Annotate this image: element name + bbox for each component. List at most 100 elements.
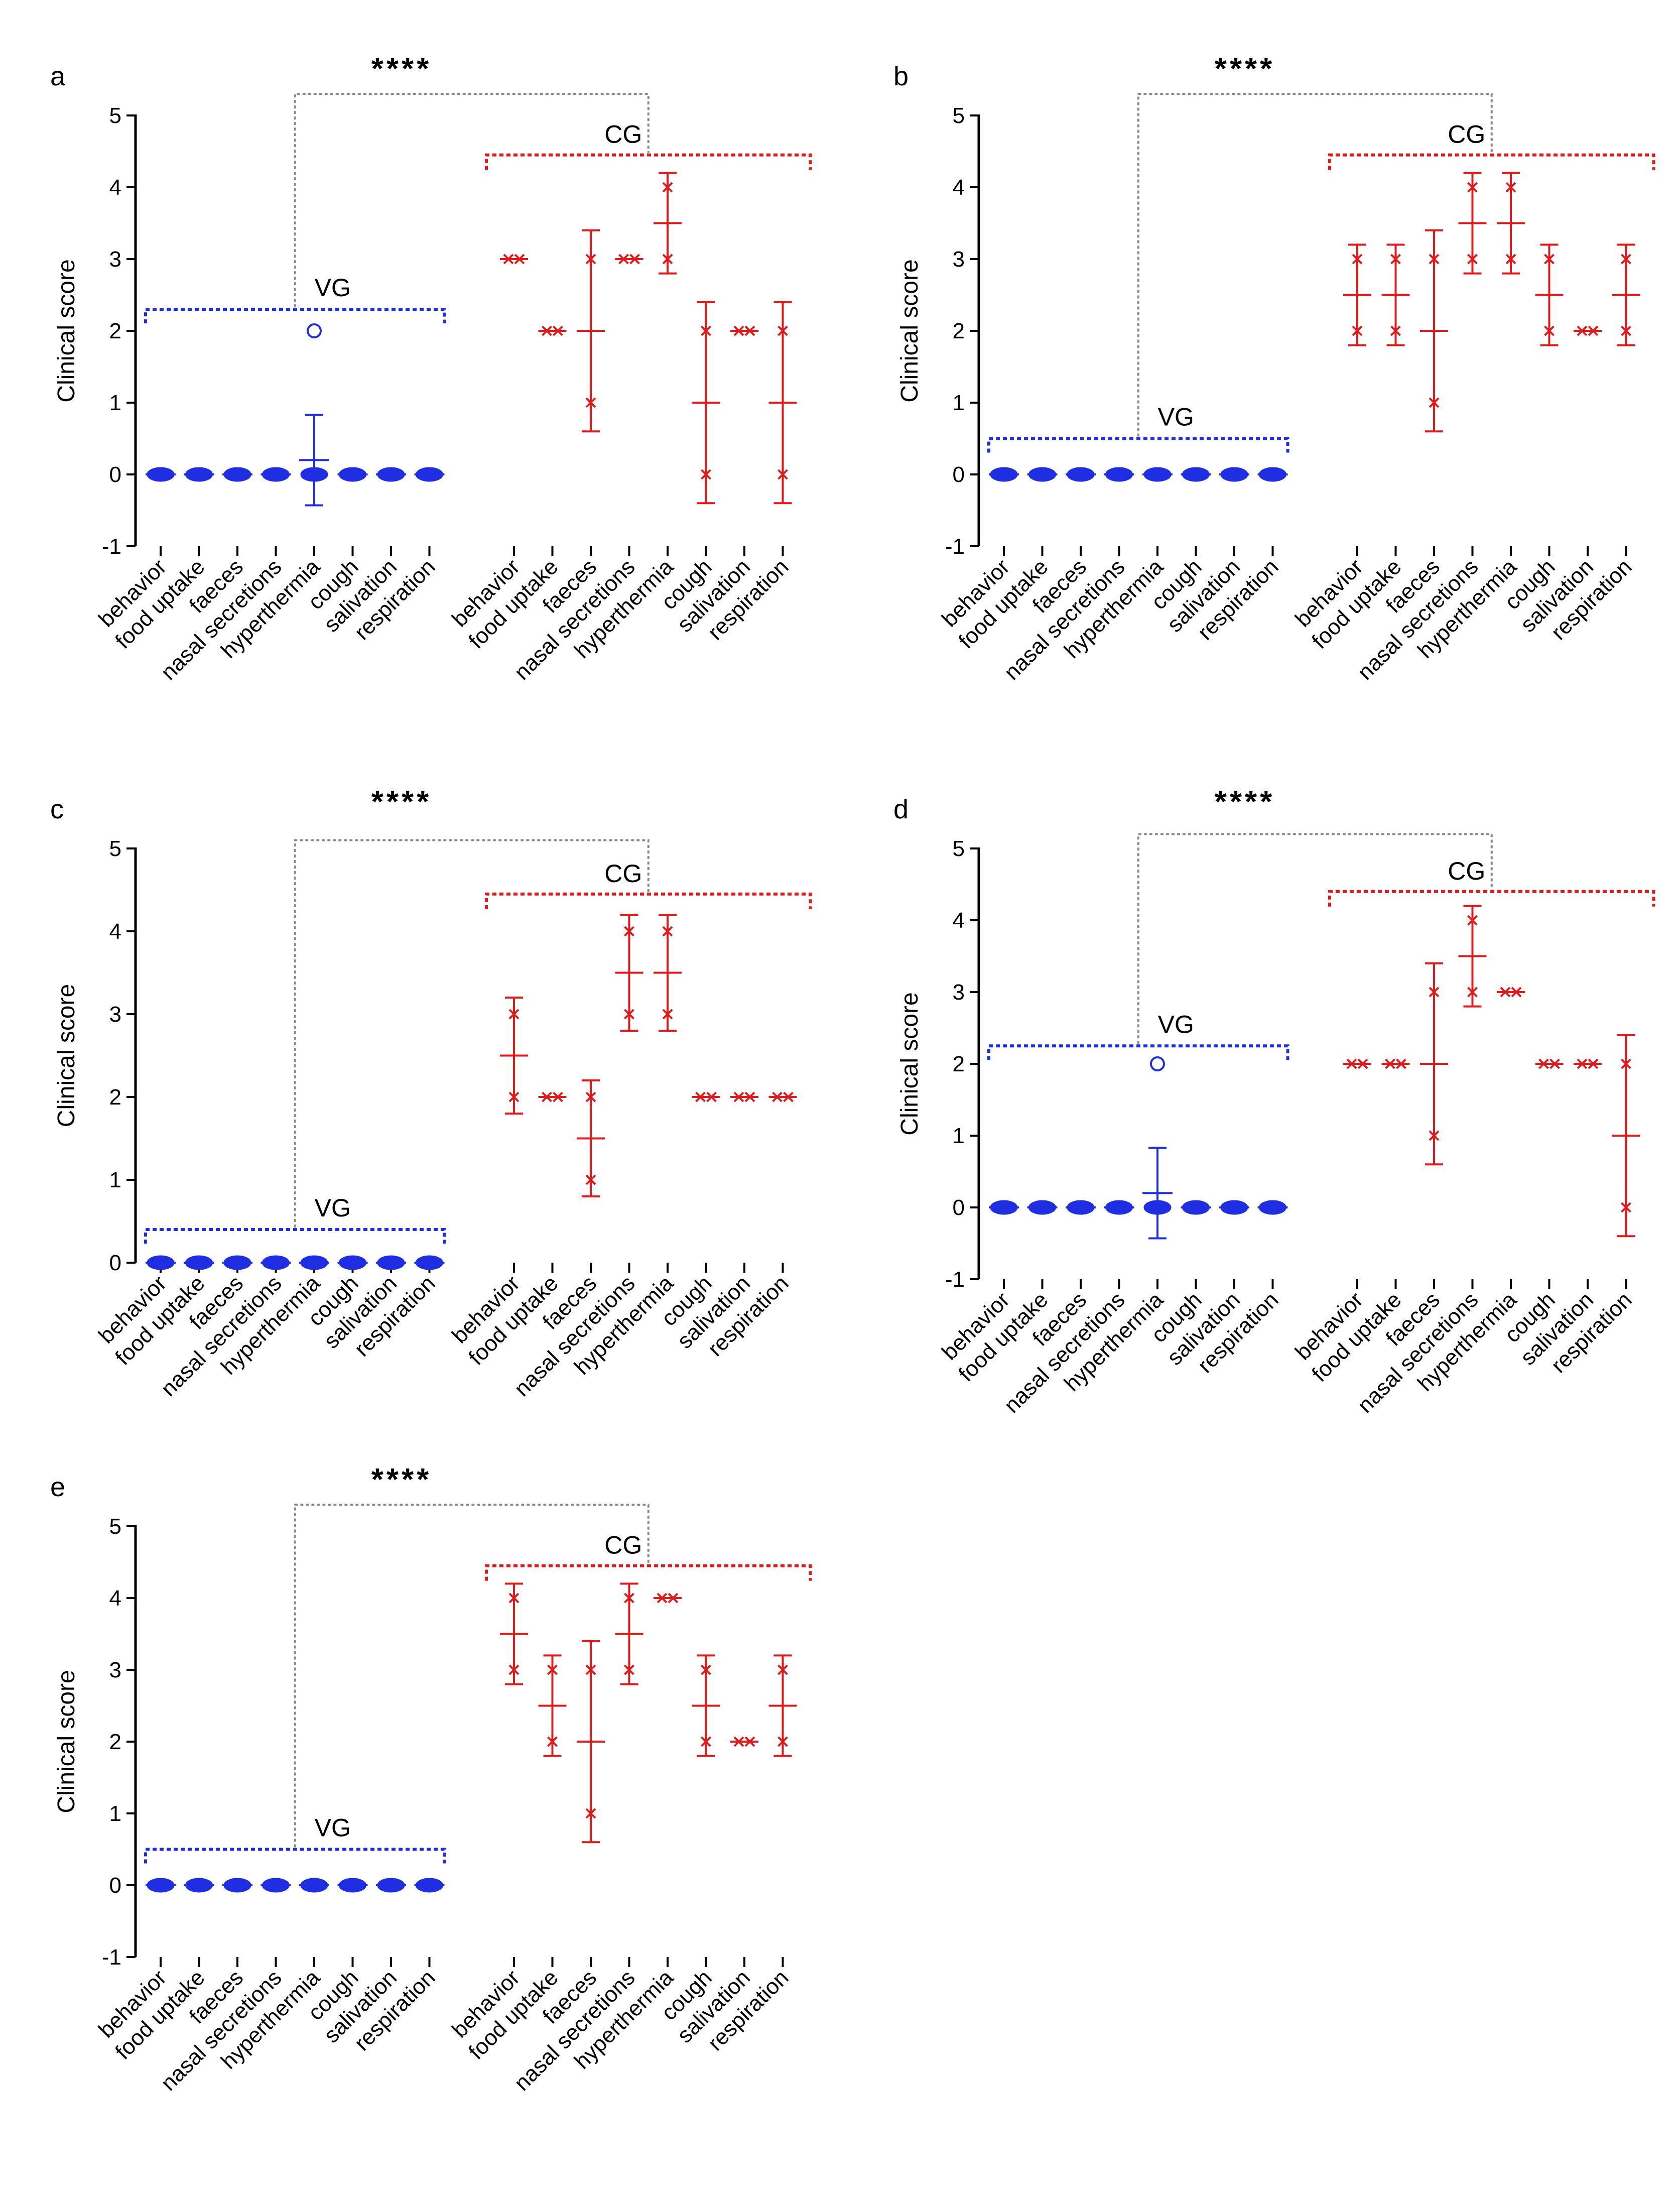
data-point	[624, 1593, 634, 1604]
y-tick-label: 1	[109, 391, 121, 415]
data-point	[668, 1593, 679, 1604]
y-tick-label: 5	[953, 836, 965, 861]
y-axis-label: Clinical score	[53, 1670, 80, 1813]
data-point	[744, 325, 755, 336]
data-point	[508, 1091, 520, 1103]
panel-letter: e	[50, 1472, 65, 1502]
chart-panel-c: c **** 0 1 2 3 4 5 Clinical score behavior food up…	[40, 773, 833, 1466]
data-point	[1067, 467, 1095, 482]
data-point	[706, 1091, 717, 1103]
data-point	[657, 1593, 668, 1604]
y-tick-label: 4	[109, 919, 121, 944]
data-point	[1143, 467, 1172, 482]
significance-stars: ****	[371, 785, 432, 819]
y-tick-label: 2	[953, 319, 965, 343]
data-point	[701, 469, 711, 480]
data-point	[339, 1878, 366, 1893]
vg-group-label: VG	[1158, 403, 1194, 431]
significance-bracket	[294, 1504, 650, 1848]
data-point	[585, 1664, 596, 1675]
data-point	[772, 1091, 783, 1103]
y-tick-label: 5	[109, 836, 121, 861]
cg-group-bracket	[1328, 890, 1655, 907]
y-tick-label: 4	[953, 175, 965, 200]
data-point	[585, 1808, 596, 1819]
significance-bracket	[1137, 93, 1493, 437]
vg-group-label: VG	[315, 1814, 351, 1842]
data-point	[377, 1255, 405, 1270]
data-point	[1467, 915, 1478, 926]
panel-letter: a	[50, 61, 66, 91]
vg-group-label: VG	[315, 274, 351, 302]
data-point	[147, 1878, 175, 1893]
significance-bracket	[294, 93, 650, 308]
data-point	[744, 1736, 755, 1747]
data-point	[1067, 1200, 1095, 1215]
y-tick-label: 0	[109, 1873, 121, 1898]
data-point	[1588, 325, 1599, 336]
data-point	[1396, 1058, 1406, 1069]
data-point	[508, 1009, 520, 1020]
data-point	[733, 1736, 744, 1747]
data-point	[1182, 467, 1210, 482]
data-point	[701, 1736, 711, 1747]
data-point	[1549, 1058, 1560, 1069]
data-point	[1544, 325, 1555, 336]
cg-group-label: CG	[604, 1531, 642, 1559]
data-point	[662, 182, 673, 193]
y-tick-label: 4	[109, 1586, 121, 1611]
y-tick-label: 5	[109, 103, 121, 128]
data-point	[300, 1878, 328, 1893]
cg-group-bracket	[1328, 153, 1655, 170]
significance-bracket	[294, 839, 650, 1228]
data-point	[1390, 325, 1401, 336]
data-point	[585, 397, 596, 408]
data-point	[1182, 1200, 1210, 1215]
y-tick-label: 2	[109, 1730, 121, 1754]
data-point	[514, 254, 525, 265]
data-point	[416, 1878, 443, 1893]
data-point	[547, 1664, 558, 1675]
data-point	[1429, 397, 1440, 408]
data-point	[223, 1878, 251, 1893]
data-point	[1352, 325, 1363, 336]
data-point	[1390, 254, 1401, 265]
y-tick-label: 5	[109, 1514, 121, 1539]
y-tick-label: 3	[109, 1002, 121, 1027]
data-point	[1150, 1056, 1165, 1071]
y-tick-label: 0	[953, 1195, 965, 1220]
chart-panel-e: e **** -1 0 1 2 3 4 5 Clinical score behavior food …	[40, 1451, 833, 2194]
chart-panel-b: b **** -1 0 1 2 3 4 5 Clinical score behavior food …	[883, 40, 1676, 763]
data-point	[508, 1664, 520, 1675]
data-point	[662, 926, 673, 937]
data-point	[1538, 1058, 1549, 1069]
data-point	[147, 1255, 175, 1270]
significance-stars: ****	[1215, 52, 1275, 86]
y-tick-label: 1	[953, 1124, 965, 1148]
y-tick-label: 3	[953, 980, 965, 1005]
y-axis-label: Clinical score	[53, 984, 80, 1127]
data-point	[1357, 1058, 1368, 1069]
chart-panel-a: a **** -1 0 1 2 3 4 5 Clinical score behavior food …	[40, 40, 833, 763]
y-tick-label: 3	[953, 247, 965, 272]
data-point	[1544, 254, 1555, 265]
data-point	[744, 1091, 755, 1103]
cg-group-label: CG	[1448, 120, 1485, 149]
data-point	[662, 254, 673, 265]
y-tick-label: 2	[109, 319, 121, 343]
data-point	[1259, 1200, 1286, 1215]
data-point	[1621, 1058, 1631, 1069]
data-point	[1505, 182, 1516, 193]
data-point	[662, 1009, 673, 1020]
significance-stars: ****	[371, 1462, 432, 1497]
data-point	[1467, 182, 1478, 193]
data-point	[1259, 467, 1286, 482]
data-point	[585, 1091, 596, 1103]
data-point	[1621, 1202, 1631, 1213]
data-point	[262, 467, 290, 482]
data-point	[1621, 254, 1631, 265]
data-point	[585, 254, 596, 265]
data-point	[1385, 1058, 1395, 1069]
